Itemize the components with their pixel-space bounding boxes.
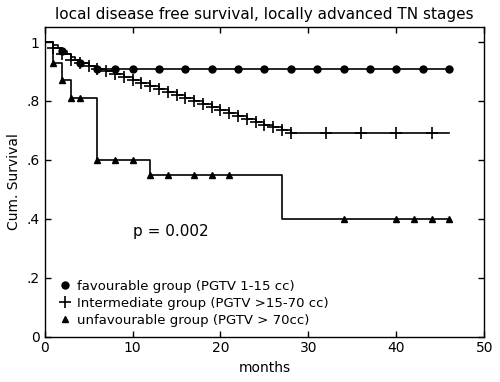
Title: local disease free survival, locally advanced TN stages: local disease free survival, locally adv… [55, 7, 474, 22]
X-axis label: months: months [238, 361, 290, 375]
Legend: favourable group (PGTV 1-15 cc), Intermediate group (PGTV >15-70 cc), unfavourab: favourable group (PGTV 1-15 cc), Interme… [60, 280, 329, 327]
Y-axis label: Cum. Survival: Cum. Survival [7, 134, 21, 230]
Text: p = 0.002: p = 0.002 [132, 225, 208, 240]
